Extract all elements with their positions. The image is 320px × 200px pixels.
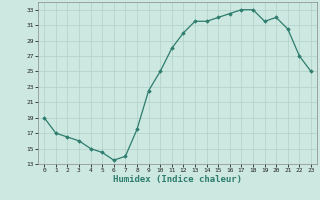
X-axis label: Humidex (Indice chaleur): Humidex (Indice chaleur) <box>113 175 242 184</box>
